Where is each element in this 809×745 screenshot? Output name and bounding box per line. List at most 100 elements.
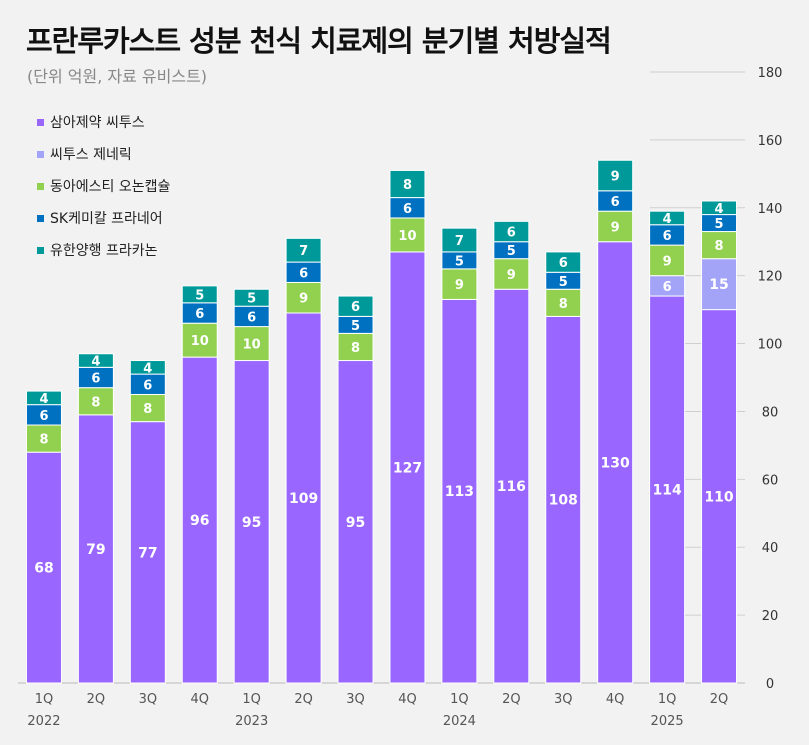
bar-segment — [701, 200, 738, 216]
bar-segment — [597, 241, 634, 684]
data-label: 6 — [195, 307, 204, 322]
bar-segment — [25, 451, 62, 684]
bar-segment — [129, 421, 166, 684]
legend-label: 동아에스티 오논캡슐 — [50, 179, 171, 195]
bar-segment — [129, 393, 166, 423]
legend-swatch — [37, 246, 44, 254]
data-label: 9 — [507, 268, 516, 283]
data-label: 6 — [507, 226, 516, 241]
x-tick-label: 2Q — [710, 692, 729, 707]
data-label: 9 — [611, 170, 620, 185]
y-tick-label: 180 — [758, 66, 783, 81]
year-label: 2023 — [235, 714, 268, 729]
data-label: 9 — [611, 220, 620, 235]
data-label: 10 — [191, 334, 209, 349]
data-label: 8 — [39, 433, 48, 448]
legend-swatch — [37, 118, 44, 126]
x-tick-label: 1Q — [450, 692, 469, 707]
legend-item: 유한양행 프라카논 — [37, 234, 170, 266]
bar-segment — [545, 288, 582, 317]
x-tick-label: 1Q — [658, 692, 677, 707]
data-label: 6 — [299, 266, 308, 281]
y-tick-label: 20 — [762, 609, 779, 624]
x-tick-label: 4Q — [190, 692, 209, 707]
bar-segment — [129, 360, 166, 375]
x-tick-label: 2Q — [502, 692, 521, 707]
bar-segment — [285, 237, 322, 263]
legend-item: 씨투스 제네릭 — [37, 138, 170, 170]
bar-segment — [233, 360, 270, 684]
legend-item: 동아에스티 오논캡슐 — [37, 170, 170, 202]
x-tick-label: 3Q — [346, 692, 365, 707]
data-label: 5 — [195, 288, 204, 303]
legend-label: SK케미칼 프라네어 — [50, 211, 163, 227]
data-label: 7 — [299, 244, 308, 259]
data-label: 114 — [652, 483, 681, 499]
data-label: 7 — [455, 234, 464, 249]
data-label: 109 — [289, 491, 318, 507]
x-tick-label: 1Q — [242, 692, 261, 707]
data-label: 110 — [704, 489, 733, 505]
legend-swatch — [37, 214, 44, 222]
chart-subtitle: (단위 억원, 자료 유비스트) — [27, 67, 208, 86]
data-label: 6 — [39, 409, 48, 424]
chart-title: 프란루카스트 성분 천식 치료제의 분기별 처방실적 — [26, 24, 612, 58]
bar-segment — [233, 326, 270, 362]
data-label: 10 — [243, 338, 261, 353]
y-tick-label: 100 — [758, 338, 783, 353]
bar-segment — [649, 295, 686, 684]
data-label: 8 — [91, 395, 100, 410]
bar-segment — [597, 159, 634, 192]
data-label: 77 — [138, 545, 157, 561]
x-tick-label: 1Q — [35, 692, 54, 707]
bar-segment — [649, 210, 686, 226]
data-label: 96 — [190, 513, 209, 529]
x-tick-label: 3Q — [554, 692, 573, 707]
bar-segment — [77, 353, 114, 368]
data-label: 4 — [91, 355, 100, 370]
data-label: 10 — [398, 229, 416, 244]
legend-item: 삼아제약 씨투스 — [37, 106, 170, 138]
bar-segment — [649, 244, 686, 277]
data-label: 108 — [549, 493, 578, 509]
data-label: 8 — [403, 178, 412, 193]
bar-segment — [25, 390, 62, 406]
y-tick-label: 160 — [758, 134, 783, 149]
data-label: 6 — [91, 372, 100, 387]
data-label: 6 — [559, 256, 568, 271]
data-label: 8 — [351, 341, 360, 356]
legend-swatch — [37, 150, 44, 158]
data-label: 8 — [559, 297, 568, 312]
x-tick-label: 2Q — [87, 692, 106, 707]
y-tick-label: 80 — [762, 405, 779, 420]
bar-segment — [441, 298, 478, 684]
bar-segment — [701, 309, 738, 684]
data-label: 9 — [663, 254, 672, 269]
year-label: 2025 — [651, 714, 684, 729]
bar-segment — [337, 295, 374, 317]
data-label: 5 — [247, 292, 256, 307]
data-label: 95 — [242, 515, 261, 531]
data-label: 6 — [663, 229, 672, 244]
y-tick-label: 0 — [766, 677, 774, 692]
data-label: 5 — [507, 244, 516, 259]
bar-segment — [493, 220, 530, 243]
bar-segment — [441, 268, 478, 300]
year-label: 2022 — [27, 714, 60, 729]
x-tick-label: 4Q — [606, 692, 625, 707]
bar-segment — [545, 251, 582, 273]
bar-segment — [545, 315, 582, 684]
data-label: 4 — [715, 202, 724, 217]
y-tick-label: 120 — [758, 270, 783, 285]
data-label: 68 — [34, 561, 53, 577]
data-label: 4 — [663, 212, 672, 227]
x-tick-label: 3Q — [139, 692, 158, 707]
data-label: 95 — [346, 515, 365, 531]
bar-segment — [441, 227, 478, 253]
bar-segment — [233, 288, 270, 307]
bar-segment — [597, 210, 634, 243]
data-label: 6 — [403, 202, 412, 217]
data-label: 8 — [143, 402, 152, 417]
bar-segment — [493, 288, 530, 684]
